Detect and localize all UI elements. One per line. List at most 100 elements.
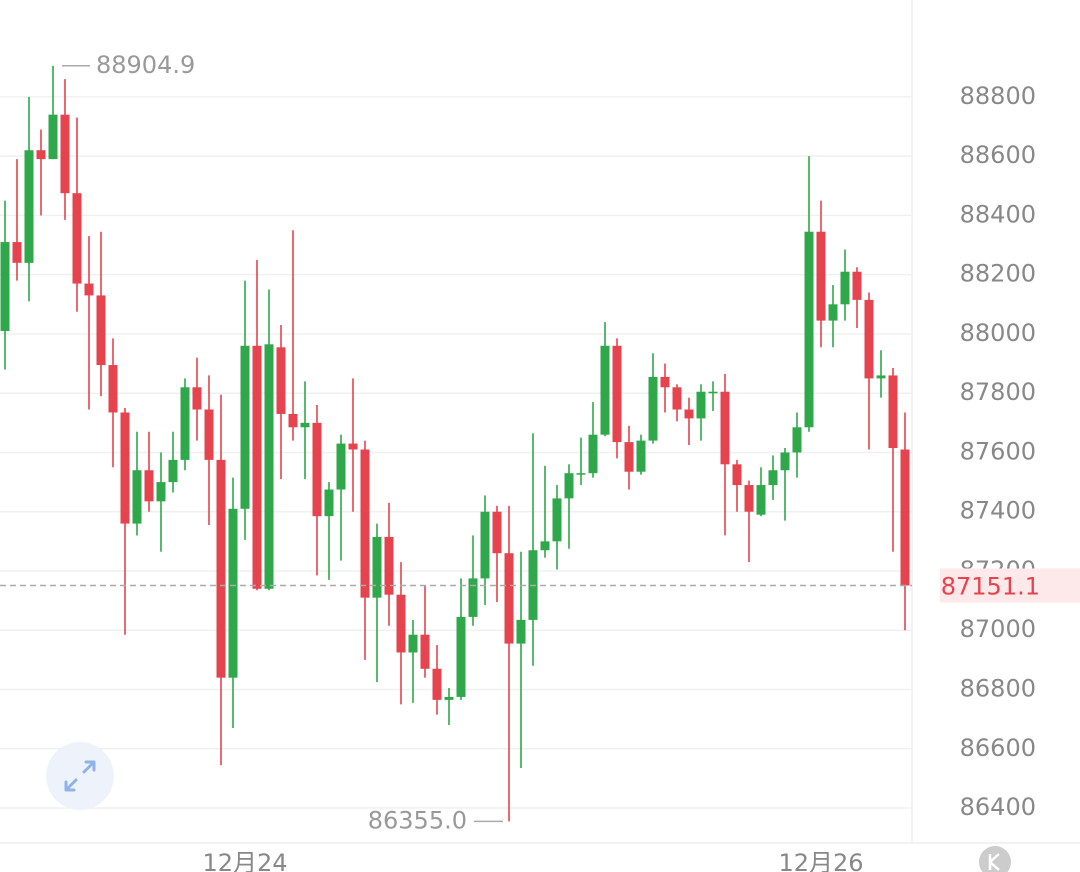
candle-body (396, 594, 406, 653)
candle-body (12, 242, 22, 263)
candle-body (384, 536, 394, 595)
candle-body (156, 482, 166, 502)
candle-body (444, 696, 454, 700)
expand-icon (64, 760, 96, 792)
candle-body (720, 391, 730, 465)
candle-body (312, 422, 322, 517)
y-tick-label: 87600 (960, 437, 1036, 465)
candle-body (264, 344, 274, 589)
candle-body (60, 114, 70, 194)
candle-body (756, 485, 766, 515)
candle-body (672, 387, 682, 410)
candle-body (744, 485, 754, 512)
candle-body (684, 409, 694, 419)
candle-body (288, 413, 298, 428)
candle-body (696, 391, 706, 419)
candle-body (84, 283, 94, 296)
candle-body (72, 193, 82, 284)
candle-body (708, 391, 718, 394)
candle-body (432, 668, 442, 700)
candle-body (372, 536, 382, 598)
candle-body (120, 412, 130, 524)
candle-body (864, 299, 874, 379)
grid (0, 96, 912, 809)
y-tick-label: 87800 (960, 378, 1036, 406)
candle-body (324, 489, 334, 517)
candle-body (456, 616, 466, 697)
candle-body (132, 470, 142, 524)
last-price-label: 87151.1 (941, 572, 1040, 600)
candle-body (36, 150, 46, 160)
candle-body (228, 508, 238, 678)
candle-body (564, 473, 574, 499)
min-marker-label: 86355.0 (368, 806, 467, 834)
candle-body (792, 427, 802, 453)
k-button[interactable] (979, 846, 1011, 872)
expand-circle (46, 742, 114, 810)
candle-body (420, 634, 430, 669)
y-tick-label: 88800 (960, 82, 1036, 110)
candle-body (828, 304, 838, 321)
candle-body (108, 365, 118, 413)
candle-body (588, 434, 598, 474)
last-price-box (940, 568, 1080, 603)
candle-body (480, 511, 490, 579)
y-tick-label: 86400 (960, 793, 1036, 821)
candle-body (408, 634, 418, 653)
candle-body (876, 375, 886, 379)
candle-body (648, 376, 658, 441)
y-tick-label: 86600 (960, 734, 1036, 762)
candle-body (144, 470, 154, 502)
y-tick-label: 88000 (960, 319, 1036, 347)
max-marker-label: 88904.9 (96, 51, 195, 79)
candle-body (612, 345, 622, 443)
candle-body (816, 231, 826, 321)
candle-body (660, 376, 670, 388)
candle-body (540, 541, 550, 551)
y-tick-label: 88200 (960, 260, 1036, 288)
y-tick-label: 88600 (960, 141, 1036, 169)
candle-body (768, 470, 778, 486)
candle-body (840, 271, 850, 305)
candle-body (0, 242, 10, 331)
candle-body (600, 345, 610, 435)
labels: 8640086600868008700087200874008760087800… (0, 51, 1080, 872)
candle-body (216, 459, 226, 678)
candle-body (552, 498, 562, 542)
candle-body (180, 387, 190, 460)
candle-body (888, 375, 898, 449)
y-tick-label: 86800 (960, 675, 1036, 703)
candles (0, 65, 910, 822)
candle-body (204, 409, 214, 460)
candle-body (48, 114, 58, 160)
candle-body (360, 449, 370, 598)
candle-body (504, 553, 514, 644)
candle-body (24, 150, 34, 263)
candle-body (636, 440, 646, 472)
candle-body (252, 345, 262, 589)
candle-body (192, 387, 202, 410)
expand-button[interactable] (46, 742, 114, 810)
candle-body (348, 443, 358, 450)
candle-body (852, 271, 862, 300)
candle-body (804, 231, 814, 428)
candle-body (300, 422, 310, 428)
candle-body (900, 449, 910, 586)
k-icon (988, 853, 1000, 871)
candle-body (468, 578, 478, 617)
candle-body (492, 511, 502, 554)
y-tick-label: 87000 (960, 615, 1036, 643)
x-tick-label: 12月26 (778, 849, 863, 872)
candle-body (276, 347, 286, 414)
candle-body (168, 459, 178, 483)
y-tick-label: 88400 (960, 200, 1036, 228)
candle-body (780, 452, 790, 471)
candle-body (336, 443, 346, 490)
candle-body (576, 473, 586, 475)
candle-body (624, 442, 634, 472)
candle-body (96, 295, 106, 366)
y-tick-label: 87400 (960, 497, 1036, 525)
candle-body (516, 619, 526, 644)
x-tick-label: 12月24 (202, 849, 287, 872)
